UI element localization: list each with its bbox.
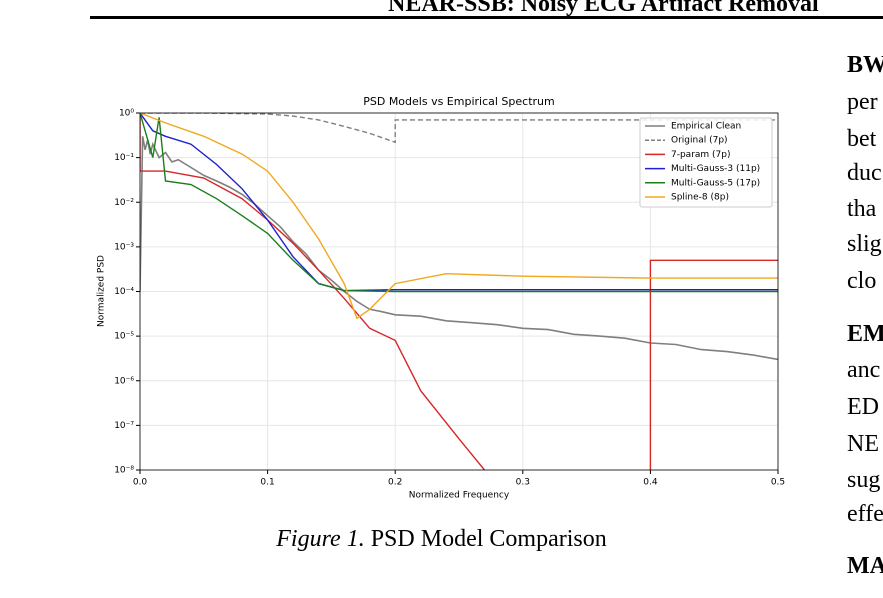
text-line: NE [847, 431, 879, 457]
text-line: ED [847, 394, 879, 420]
y-tick-label: 10⁻⁵ [114, 332, 134, 342]
x-axis-label: Normalized Frequency [409, 491, 510, 501]
legend-box [639, 117, 773, 208]
text-line: clo [847, 268, 877, 294]
y-tick-label: 10⁻³ [114, 242, 134, 252]
header-title: NEAR-SSB: Noisy ECG Artifact Removal [388, 0, 819, 17]
series-line [140, 113, 778, 293]
x-tick-label: 0.2 [388, 478, 402, 488]
text-line: sug [847, 467, 881, 493]
x-tick-label: 0.4 [643, 478, 658, 488]
legend-label: Multi-Gauss-3 (11p) [671, 164, 760, 174]
y-tick-label: 10⁻⁴ [114, 287, 134, 297]
series-line [140, 113, 778, 292]
chart-title: PSD Models vs Empirical Spectrum [363, 95, 555, 108]
x-tick-label: 0.3 [516, 478, 530, 488]
y-tick-label: 10⁻⁶ [114, 376, 134, 386]
y-tick-label: 10⁻² [114, 198, 134, 208]
caption-label: Figure 1. [276, 526, 365, 552]
series-line [140, 113, 778, 470]
x-tick-label: 0.1 [260, 478, 274, 488]
text-line: tha [847, 196, 877, 222]
series-line [140, 113, 778, 320]
text-line: per [847, 89, 878, 115]
text-line: effe [847, 501, 883, 527]
series-line [140, 113, 778, 144]
y-axis-label: Normalized PSD [97, 255, 107, 327]
text-line: bet [847, 126, 877, 152]
legend-label: Multi-Gauss-5 (17p) [671, 178, 760, 188]
caption: Figure 1. PSD Model Comparison [0, 526, 883, 553]
plot-lines [140, 113, 778, 470]
y-tick-label: 10⁻¹ [114, 153, 134, 163]
text-line: anc [847, 357, 881, 383]
x-tick-label: 0.0 [133, 478, 148, 488]
legend-label: Spline-8 (8p) [671, 193, 729, 203]
y-tick-label: 10⁻⁷ [114, 421, 134, 431]
caption-text: PSD Model Comparison [370, 526, 607, 552]
legend-label: Original (7p) [671, 136, 728, 146]
legend-label: 7-param (7p) [671, 150, 731, 160]
plot-frame [139, 112, 779, 471]
text-line: BW [847, 52, 883, 78]
header-rule [90, 16, 883, 19]
chart: PSD Models vs Empirical Spectrum Normali… [97, 95, 786, 501]
text-line: EM [847, 321, 883, 347]
y-tick-label: 10⁻⁸ [114, 466, 134, 476]
x-tick-label: 0.5 [771, 478, 785, 488]
legend-label: Empirical Clean [671, 122, 741, 132]
y-tick-label: 10⁰ [119, 109, 134, 119]
series-line [140, 136, 778, 361]
text-line: slig [847, 231, 882, 257]
text-line: MA [847, 553, 883, 579]
text-line: duc [847, 160, 882, 186]
